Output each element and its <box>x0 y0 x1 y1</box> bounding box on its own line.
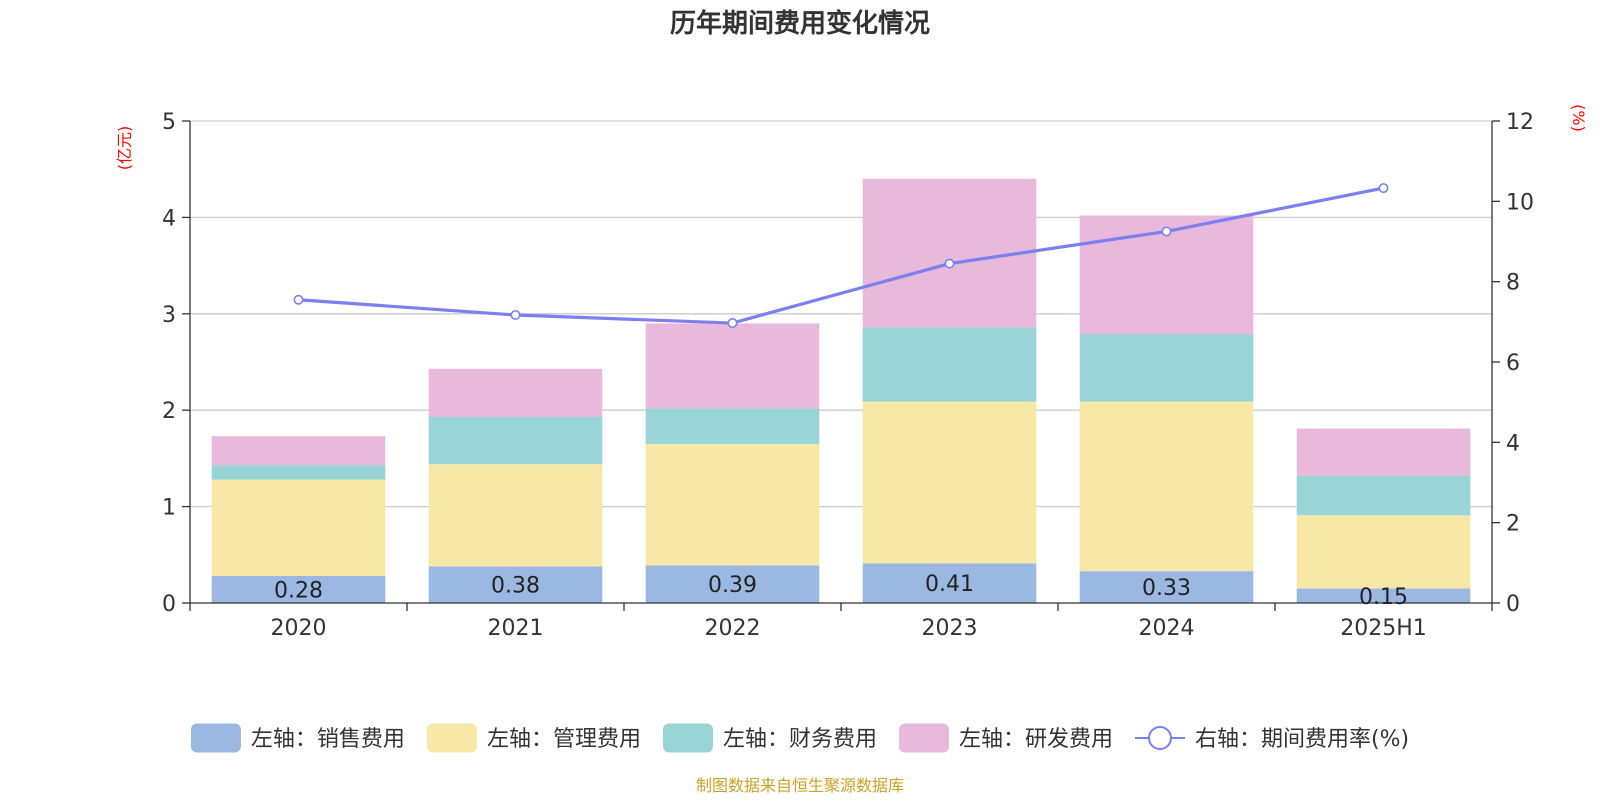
data-label-layer: 0.28 0.38 0.39 0.41 0.33 0.15 <box>274 572 1408 610</box>
x-tick-label: 2024 <box>1139 616 1195 641</box>
bar-3-2025H1 <box>1296 428 1471 476</box>
bar-value-label: 0.28 <box>274 579 323 604</box>
bar-2-2024 <box>1079 334 1254 402</box>
x-tick-label: 2021 <box>488 616 544 641</box>
right-tick-label: 2 <box>1506 512 1520 537</box>
bar-0-2021 <box>428 566 603 603</box>
bar-value-label: 0.15 <box>1359 585 1408 610</box>
grid-lines <box>190 120 1492 508</box>
bar-value-label: 0.41 <box>925 572 974 597</box>
legend-item-2: 左轴：财务费用 <box>662 723 877 753</box>
legend-marker <box>1147 726 1172 750</box>
x-tick-label: 2022 <box>705 616 761 641</box>
bar-1-2024 <box>1079 401 1254 572</box>
bar-0-2022 <box>645 565 820 603</box>
right-tick-label: 6 <box>1506 351 1520 376</box>
right-tick-label: 10 <box>1506 190 1534 215</box>
legend-swatch <box>190 723 241 753</box>
x-tick-label: 2020 <box>271 616 327 641</box>
bar-1-2020 <box>211 479 386 577</box>
source-note: 制图数据来自恒生聚源数据库 <box>696 776 904 795</box>
bar-2-2025H1 <box>1296 475 1471 516</box>
bar-2-2021 <box>428 416 603 465</box>
legend-item-4: 右轴：期间费用率(%) <box>1134 726 1409 752</box>
rate-point-2024 <box>1161 226 1172 237</box>
bar-value-label: 0.39 <box>708 573 757 598</box>
rate-point-2022 <box>727 318 738 329</box>
bar-3-2021 <box>428 368 603 417</box>
legend-swatch <box>426 723 477 753</box>
x-tick-label: 2023 <box>922 616 978 641</box>
bar-layer <box>211 178 1471 603</box>
legend-swatch <box>898 723 949 753</box>
legend-item-1: 左轴：管理费用 <box>426 723 641 753</box>
bar-1-2022 <box>645 443 820 566</box>
right-tick-label: 12 <box>1506 110 1534 135</box>
legend-label: 左轴：管理费用 <box>487 727 641 752</box>
bar-3-2020 <box>211 436 386 466</box>
rate-point-2021 <box>510 310 521 321</box>
right-tick-label: 8 <box>1506 271 1520 296</box>
x-tick-label: 2025H1 <box>1340 616 1427 641</box>
left-tick-label: 0 <box>162 592 176 617</box>
right-tick-label: 4 <box>1506 431 1520 456</box>
bar-1-2023 <box>862 401 1037 564</box>
left-tick-label: 5 <box>162 110 176 135</box>
bar-value-label: 0.38 <box>491 574 540 599</box>
left-tick-label: 1 <box>162 496 176 521</box>
rate-point-2020 <box>293 294 304 305</box>
legend: 左轴：销售费用 左轴：管理费用 左轴：财务费用 左轴：研发费用 右轴：期间费用率(%) <box>190 723 1409 753</box>
legend-item-3: 左轴：研发费用 <box>898 723 1113 753</box>
bar-2-2020 <box>211 465 386 480</box>
bar-1-2021 <box>428 464 603 567</box>
legend-label: 右轴：期间费用率(%) <box>1195 727 1409 752</box>
bar-2-2022 <box>645 408 820 444</box>
legend-label: 左轴：研发费用 <box>959 727 1113 752</box>
legend-label: 左轴：财务费用 <box>723 727 877 752</box>
bar-1-2025H1 <box>1296 515 1471 589</box>
bar-0-2025H1 <box>1296 588 1471 603</box>
left-tick-label: 2 <box>162 399 176 424</box>
right-axis-unit: (%) <box>1569 104 1588 132</box>
bar-0-2024 <box>1079 571 1254 603</box>
rate-line <box>298 186 1384 325</box>
legend-item-0: 左轴：销售费用 <box>190 723 405 753</box>
bar-0-2023 <box>862 563 1037 603</box>
bar-3-2023 <box>862 178 1037 328</box>
bar-value-label: 0.33 <box>1142 576 1191 601</box>
rate-point-2025H1 <box>1378 183 1389 194</box>
legend-swatch <box>662 723 713 753</box>
rate-line-layer <box>293 183 1389 329</box>
left-tick-label: 3 <box>162 303 176 328</box>
left-axis-unit: (亿元) <box>115 126 134 171</box>
chart-title: 历年期间费用变化情况 <box>670 8 930 39</box>
right-tick-label: 0 <box>1506 592 1520 617</box>
legend-label: 左轴：销售费用 <box>251 727 405 752</box>
rate-point-2023 <box>944 258 955 269</box>
bar-3-2022 <box>645 323 820 409</box>
left-tick-label: 4 <box>162 206 176 231</box>
bar-2-2023 <box>862 327 1037 402</box>
bar-0-2020 <box>211 576 386 603</box>
